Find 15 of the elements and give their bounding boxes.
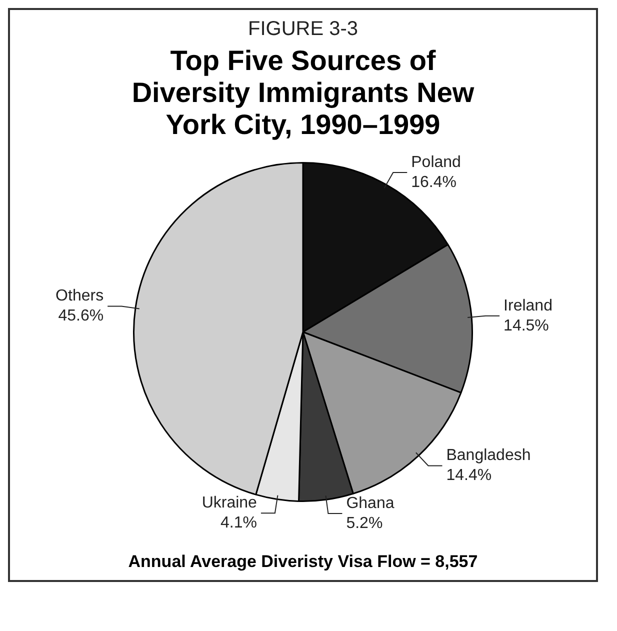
slice-label: Ukraine bbox=[202, 494, 258, 512]
slice-label: Poland bbox=[411, 153, 461, 170]
slice-label: Others bbox=[56, 287, 104, 304]
chart-subtitle: FIGURE 3-3 bbox=[246, 18, 360, 41]
slice-label: Ghana bbox=[346, 494, 394, 512]
slice-label: Ireland bbox=[504, 296, 552, 314]
data-label: 16.4% bbox=[411, 173, 457, 190]
data-label: 45.6% bbox=[58, 307, 104, 324]
data-label: 5.2% bbox=[346, 514, 383, 532]
data-label: 14.4% bbox=[446, 466, 492, 484]
data-label: 4.1% bbox=[220, 514, 257, 532]
slice-label: Bangladesh bbox=[446, 446, 531, 464]
data-label: 14.5% bbox=[504, 316, 549, 334]
chart-title: Top Five Sources of Diversity Immigrants New York City, 1990–1999 bbox=[130, 45, 476, 142]
text: Annual Average Diveristy Visa Flow = 8,557 bbox=[127, 552, 479, 572]
